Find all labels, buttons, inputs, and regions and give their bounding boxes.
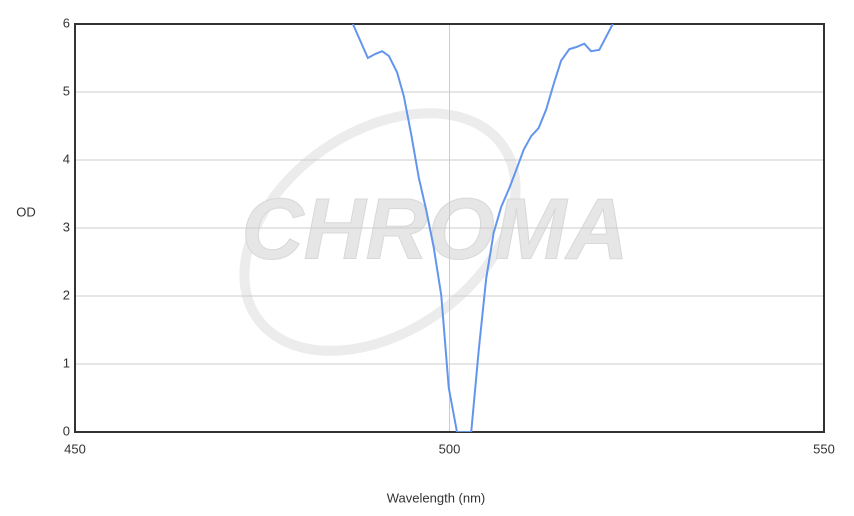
y-tick-label: 4 xyxy=(63,151,70,166)
y-tick-label: 3 xyxy=(63,219,70,234)
watermark: CHROMA xyxy=(242,182,629,278)
watermark-ring xyxy=(239,108,521,356)
y-tick-label: 5 xyxy=(63,83,70,98)
data-line xyxy=(351,24,614,432)
y-tick-label: 6 xyxy=(63,15,70,30)
y-tick-label: 2 xyxy=(63,287,70,302)
x-axis-label: Wavelength (nm) xyxy=(387,490,486,505)
y-tick-label: 1 xyxy=(63,355,70,370)
x-tick-label: 450 xyxy=(64,441,86,456)
plot-border xyxy=(74,23,825,433)
y-tick-label: 0 xyxy=(63,423,70,438)
x-tick-label: 550 xyxy=(813,441,835,456)
y-axis-label: OD xyxy=(16,204,36,219)
x-tick-label: 500 xyxy=(439,441,461,456)
